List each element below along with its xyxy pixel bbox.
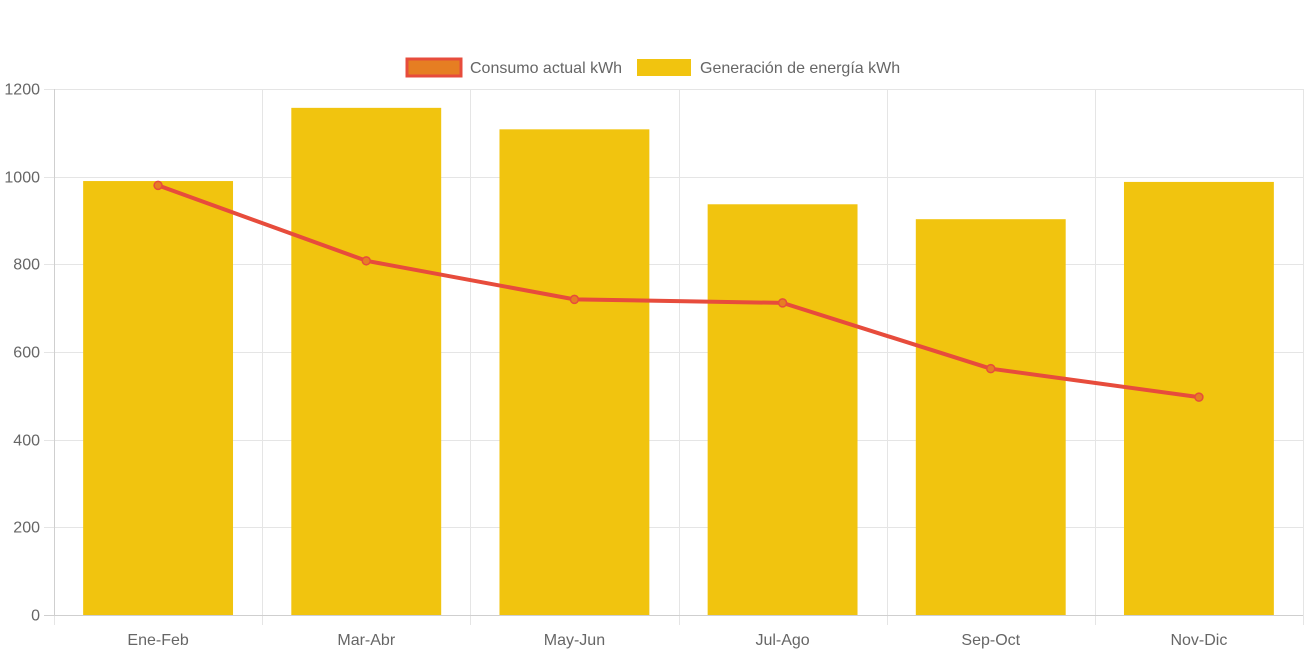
y-tick-label: 1000 xyxy=(4,170,40,187)
legend-item-generacion[interactable]: Generación de energía kWh xyxy=(637,59,900,77)
legend[interactable]: Consumo actual kWh Generación de energía… xyxy=(405,57,900,78)
y-tick-label: 800 xyxy=(13,257,40,274)
legend-label-consumo: Consumo actual kWh xyxy=(470,60,622,77)
legend-swatch-consumo xyxy=(405,57,463,78)
x-tick-label: Nov-Dic xyxy=(1170,632,1227,649)
bar-generacion[interactable] xyxy=(291,107,442,616)
x-tick-label: Jul-Ago xyxy=(755,632,809,649)
point-consumo[interactable] xyxy=(1194,392,1204,402)
bar-generacion[interactable] xyxy=(915,219,1066,615)
x-tick-label: Sep-Oct xyxy=(961,632,1020,649)
y-tick-label: 600 xyxy=(13,345,40,362)
point-consumo[interactable] xyxy=(569,294,580,305)
bar-generacion[interactable] xyxy=(707,204,858,615)
point-consumo[interactable] xyxy=(777,298,788,308)
y-tick-label: 1200 xyxy=(4,82,40,99)
y-tick-label: 0 xyxy=(31,608,40,625)
y-tick-label: 400 xyxy=(13,433,40,450)
bar-generacion[interactable] xyxy=(499,129,650,615)
x-tick-label: Mar-Abr xyxy=(337,632,395,649)
bar-generacion[interactable] xyxy=(83,181,234,616)
legend-swatch-generacion xyxy=(637,59,691,76)
line-consumo xyxy=(156,183,1201,400)
point-consumo[interactable] xyxy=(986,363,996,374)
legend-item-consumo[interactable]: Consumo actual kWh xyxy=(405,57,622,78)
point-consumo[interactable] xyxy=(361,256,371,266)
grid xyxy=(44,89,1304,625)
x-tick-label: May-Jun xyxy=(544,632,605,649)
x-tick-label: Ene-Feb xyxy=(127,632,188,649)
legend-label-generacion: Generación de energía kWh xyxy=(700,60,900,77)
axes: 0 200 400 600 800 1000 1200 Ene-Feb Mar-Abr May-J… xyxy=(4,82,1303,649)
y-tick-label: 200 xyxy=(13,520,40,537)
point-consumo[interactable] xyxy=(153,180,163,191)
line-series xyxy=(153,180,1204,402)
